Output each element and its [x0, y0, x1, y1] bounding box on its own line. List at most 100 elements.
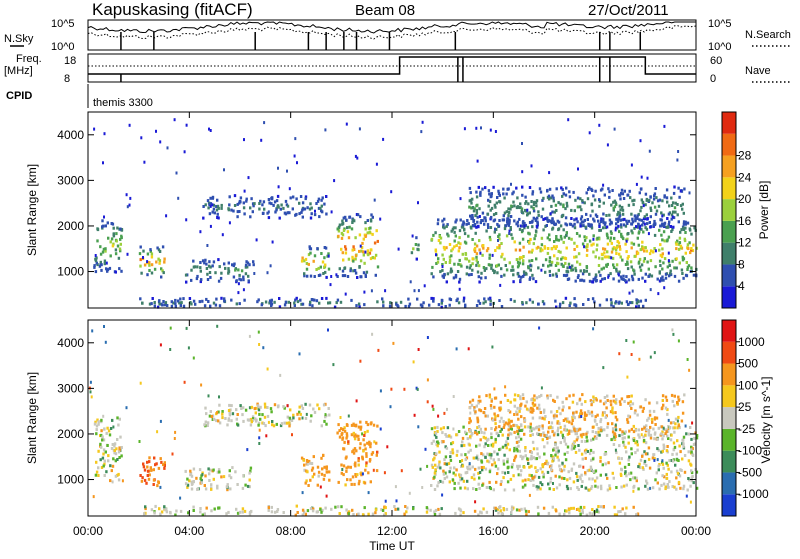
data-cell-scatter — [155, 129, 157, 133]
data-cell — [221, 412, 224, 416]
data-cell — [578, 427, 582, 431]
data-cell — [184, 273, 188, 277]
data-cell — [590, 410, 594, 414]
data-cell-scatter — [653, 351, 656, 355]
data-cell-scatter — [475, 126, 478, 130]
data-cell — [565, 273, 569, 277]
data-cell — [693, 442, 697, 446]
data-cell — [555, 410, 559, 413]
data-cell — [160, 460, 163, 464]
data-cell — [325, 195, 328, 198]
data-cell — [645, 463, 648, 467]
data-cell — [316, 247, 319, 251]
data-cell — [464, 241, 468, 245]
data-cell — [298, 405, 301, 409]
data-cell — [609, 272, 612, 276]
data-cell — [498, 506, 501, 509]
data-cell — [161, 269, 164, 273]
data-cell — [493, 269, 496, 273]
data-cell — [308, 303, 312, 307]
data-cell — [235, 302, 238, 306]
data-cell — [199, 510, 202, 514]
data-cell — [604, 221, 607, 225]
data-cell — [541, 207, 545, 211]
data-cell — [309, 507, 313, 511]
data-cell — [270, 298, 273, 302]
data-cell — [521, 229, 524, 232]
data-cell-scatter — [183, 150, 186, 154]
data-cell — [660, 450, 663, 454]
data-cell — [471, 206, 475, 209]
data-cell — [613, 432, 616, 436]
data-cell — [252, 417, 255, 421]
data-cell — [150, 255, 154, 259]
data-cell — [443, 458, 446, 462]
data-cell-scatter — [330, 210, 333, 214]
data-cell — [592, 194, 595, 198]
data-cell-scatter — [426, 378, 429, 382]
data-cell — [579, 477, 582, 481]
x-axis-label: Time UT — [369, 539, 415, 553]
data-cell — [522, 270, 526, 274]
data-cell — [101, 438, 104, 442]
data-cell — [518, 508, 521, 512]
data-cell — [341, 269, 345, 273]
data-cell — [357, 463, 360, 467]
data-cell — [635, 301, 639, 305]
data-cell — [554, 264, 558, 267]
data-cell — [531, 476, 534, 480]
data-cell — [561, 400, 564, 404]
data-cell — [218, 470, 221, 474]
data-cell — [649, 225, 652, 229]
data-cell — [590, 226, 594, 230]
data-cell — [594, 469, 597, 473]
data-cell — [94, 270, 98, 274]
data-cell — [570, 208, 573, 212]
data-cell — [323, 473, 326, 477]
data-cell — [477, 185, 480, 189]
data-cell-scatter — [667, 251, 670, 255]
data-cell — [369, 445, 372, 449]
data-cell — [520, 209, 523, 213]
data-cell — [103, 259, 107, 263]
data-cell — [687, 432, 691, 436]
data-cell — [170, 300, 173, 304]
data-cell — [663, 257, 667, 261]
data-cell — [323, 246, 326, 249]
data-cell — [441, 219, 444, 223]
data-cell — [465, 272, 468, 276]
data-cell — [247, 274, 250, 278]
data-cell — [452, 471, 455, 475]
data-cell — [648, 198, 651, 202]
data-cell — [497, 511, 500, 515]
data-cell — [656, 199, 660, 203]
data-cell-scatter — [413, 289, 416, 293]
data-cell — [573, 248, 576, 251]
data-cell — [531, 300, 534, 304]
data-cell — [341, 222, 344, 226]
data-cell-scatter — [630, 353, 633, 356]
data-cell — [619, 472, 623, 476]
data-cell — [403, 512, 406, 516]
data-cell-scatter — [420, 130, 423, 134]
data-cell — [649, 249, 653, 253]
data-cell — [283, 421, 286, 425]
data-cell — [162, 463, 165, 467]
data-cell-scatter — [258, 436, 261, 440]
colorbar-segment — [722, 155, 736, 178]
data-cell — [234, 268, 237, 272]
data-cell — [617, 510, 620, 514]
data-cell — [526, 225, 530, 229]
data-cell — [284, 199, 288, 203]
data-cell — [444, 471, 447, 475]
data-cell — [518, 248, 522, 252]
data-cell-scatter — [426, 400, 429, 404]
data-cell — [118, 446, 121, 450]
data-cell — [507, 187, 510, 191]
data-cell — [517, 417, 520, 421]
data-cell — [555, 450, 558, 454]
data-cell-scatter — [243, 138, 245, 142]
data-cell — [630, 394, 633, 398]
data-cell — [310, 206, 313, 210]
data-cell — [648, 401, 651, 405]
